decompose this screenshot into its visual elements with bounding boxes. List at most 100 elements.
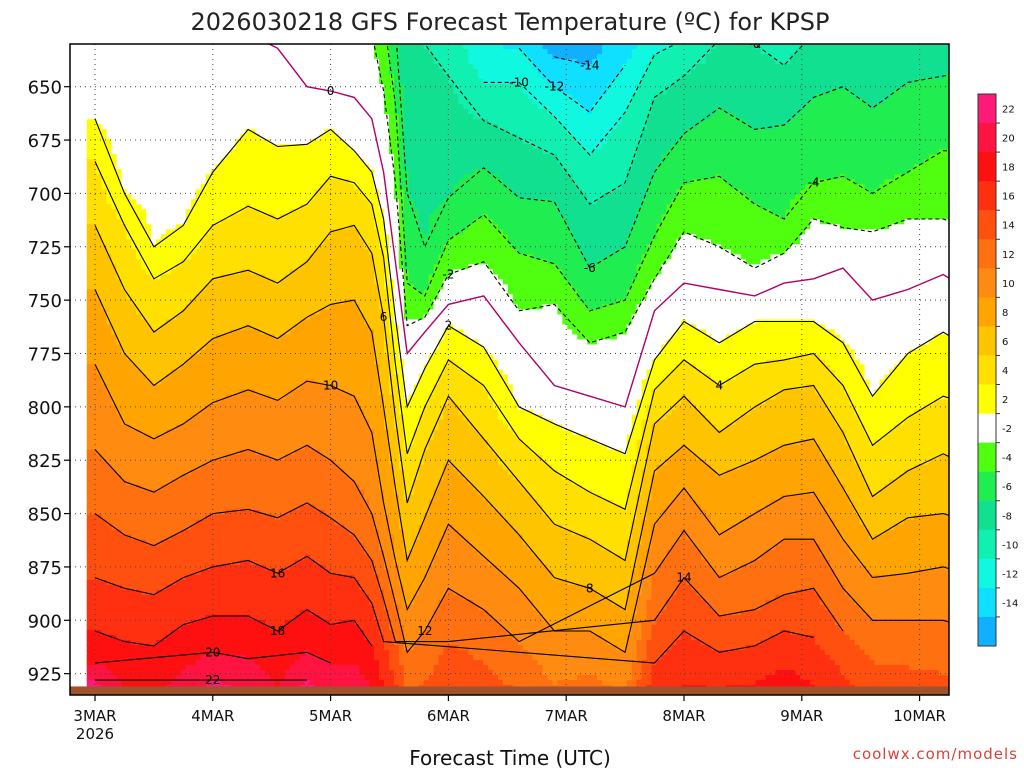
temp-cell: [141, 284, 147, 290]
temp-cell: [121, 139, 127, 145]
temp-cell: [255, 464, 261, 471]
temp-cell: [161, 64, 167, 70]
temp-cell: [225, 84, 232, 90]
temp-cell: [146, 589, 152, 596]
temp-cell: [151, 509, 157, 516]
temp-cell: [86, 204, 93, 210]
temp-cell: [101, 124, 108, 130]
temp-cell: [126, 344, 132, 351]
temp-cell: [161, 389, 167, 396]
temp-cell: [205, 539, 212, 546]
temp-cell: [245, 99, 251, 105]
temp-cell: [86, 284, 93, 290]
temp-cell: [180, 679, 187, 686]
temp-cell: [166, 359, 172, 366]
temp-cell: [245, 319, 251, 326]
temp-cell: [235, 379, 241, 386]
temp-cell: [146, 389, 152, 396]
temp-cell: [151, 294, 157, 300]
temp-cell: [185, 434, 192, 441]
temp-cell: [96, 474, 103, 481]
temp-cell: [215, 269, 222, 275]
temp-cell: [210, 344, 217, 351]
temp-cell: [106, 374, 113, 381]
temp-cell: [185, 484, 192, 491]
temp-cell: [170, 319, 177, 326]
temp-cell: [161, 279, 167, 285]
temp-cell: [195, 209, 202, 215]
temp-cell: [101, 294, 108, 300]
temp-cell: [245, 584, 251, 591]
temp-cell: [156, 329, 162, 336]
temp-cell: [136, 309, 142, 316]
temp-cell: [230, 459, 236, 466]
temp-cell: [225, 324, 232, 331]
temp-cell: [151, 434, 157, 441]
temp-cell: [190, 524, 197, 531]
temp-cell: [250, 74, 256, 80]
temp-cell: [235, 444, 241, 451]
temp-cell: [220, 614, 227, 621]
temp-cell: [136, 69, 142, 75]
temp-cell: [151, 69, 157, 75]
temp-cell: [180, 644, 187, 651]
temp-cell: [245, 249, 251, 255]
temp-cell: [170, 394, 177, 401]
temp-cell: [265, 59, 271, 65]
temp-cell: [180, 529, 187, 536]
temp-cell: [230, 79, 236, 85]
temp-cell: [270, 579, 276, 586]
temp-cell: [131, 334, 137, 341]
temp-cell: [240, 449, 246, 456]
temp-cell: [175, 599, 182, 606]
temp-cell: [106, 49, 113, 55]
temp-cell: [101, 239, 108, 245]
temp-cell: [170, 289, 177, 295]
temp-cell: [190, 109, 197, 115]
temp-cell: [245, 109, 251, 115]
temp-cell: [121, 359, 127, 366]
temp-cell: [235, 69, 241, 75]
temp-cell: [101, 229, 108, 235]
temp-cell: [220, 54, 227, 60]
temp-cell: [136, 44, 142, 50]
temp-cell: [170, 184, 177, 190]
temp-cell: [195, 159, 202, 165]
temp-cell: [250, 239, 256, 245]
temp-cell: [141, 419, 147, 426]
temp-cell: [185, 579, 192, 586]
temp-cell: [126, 434, 132, 441]
temp-cell: [255, 114, 261, 120]
temp-cell: [225, 504, 232, 511]
temp-cell: [180, 329, 187, 336]
temp-cell: [91, 214, 98, 220]
temp-cell: [146, 484, 152, 491]
temp-cell: [200, 289, 207, 295]
temp-cell: [255, 279, 261, 285]
temp-cell: [126, 354, 132, 361]
temp-cell: [91, 579, 98, 586]
temp-cell: [161, 184, 167, 190]
temp-cell: [101, 314, 108, 321]
temp-cell: [126, 309, 132, 316]
temp-cell: [275, 229, 281, 235]
temp-cell: [136, 299, 142, 305]
temp-cell: [170, 249, 177, 255]
temp-cell: [215, 639, 222, 646]
temp-cell: [220, 479, 227, 486]
temp-cell: [215, 449, 222, 456]
temp-cell: [106, 504, 113, 511]
temp-cell: [215, 529, 222, 536]
temp-cell: [240, 179, 246, 185]
temp-cell: [175, 604, 182, 611]
temp-cell: [156, 659, 162, 666]
temp-cell: [126, 384, 132, 391]
temp-cell: [245, 474, 251, 481]
temp-cell: [136, 314, 142, 321]
temp-cell: [106, 559, 113, 566]
temp-cell: [185, 359, 192, 366]
temp-cell: [146, 284, 152, 290]
temp-cell: [235, 439, 241, 446]
temp-cell: [151, 239, 157, 245]
temp-cell: [141, 519, 147, 526]
